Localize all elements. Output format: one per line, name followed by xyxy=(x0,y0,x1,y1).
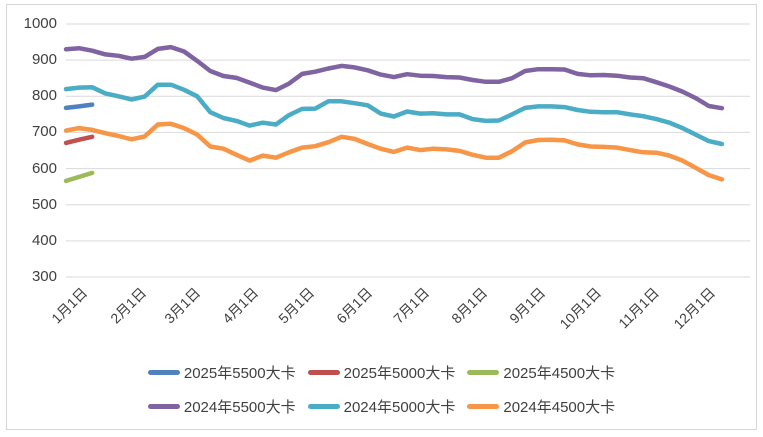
legend-line-swatch xyxy=(307,370,340,375)
legend-line-swatch xyxy=(147,404,180,409)
legend-line-swatch xyxy=(467,404,500,409)
legend-item-5[interactable]: 2024年4500大卡 xyxy=(467,396,615,417)
y-tick-label: 1000 xyxy=(23,15,57,32)
legend-line-swatch xyxy=(467,370,500,375)
legend-row: 2025年5500大卡 2025年5000大卡 2025年4500大卡 xyxy=(147,362,615,383)
legend: 2025年5500大卡 2025年5000大卡 2025年4500大卡 2024年55… xyxy=(0,362,763,417)
y-tick-label: 500 xyxy=(31,195,57,213)
legend-label: 2025年4500大卡 xyxy=(503,365,616,382)
legend-item-0[interactable]: 2025年5500大卡 xyxy=(147,362,296,383)
legend-row: 2024年5500大卡 2024年5000大卡 2024年4500大卡 xyxy=(147,396,615,417)
series-line-5[interactable] xyxy=(63,121,725,182)
y-tick-label: 900 xyxy=(31,51,57,69)
legend-line-swatch xyxy=(307,404,340,409)
series-line-1[interactable] xyxy=(63,134,95,146)
legend-item-3[interactable]: 2024年5500大卡 xyxy=(147,396,296,417)
legend-label: 2024年5500大卡 xyxy=(183,399,296,416)
series-line-4[interactable] xyxy=(63,82,725,147)
y-tick-label: 400 xyxy=(31,231,57,249)
legend-label: 2024年5000大卡 xyxy=(343,399,456,416)
legend-item-2[interactable]: 2025年4500大卡 xyxy=(467,362,615,383)
legend-line-swatch xyxy=(147,370,180,375)
legend-label: 2025年5500大卡 xyxy=(183,365,296,382)
legend-item-1[interactable]: 2025年5000大卡 xyxy=(307,362,456,383)
y-tick-label: 800 xyxy=(31,87,57,105)
series-line-3[interactable] xyxy=(63,44,725,111)
legend-label: 2024年4500大卡 xyxy=(503,399,616,416)
y-tick-label: 600 xyxy=(31,159,57,177)
series-line-0[interactable] xyxy=(63,102,95,111)
y-tick-label: 700 xyxy=(31,123,57,141)
series-line-2[interactable] xyxy=(63,170,95,184)
legend-item-4[interactable]: 2024年5000大卡 xyxy=(307,396,456,417)
legend-label: 2025年5000大卡 xyxy=(343,365,456,382)
y-tick-label: 300 xyxy=(31,268,57,285)
